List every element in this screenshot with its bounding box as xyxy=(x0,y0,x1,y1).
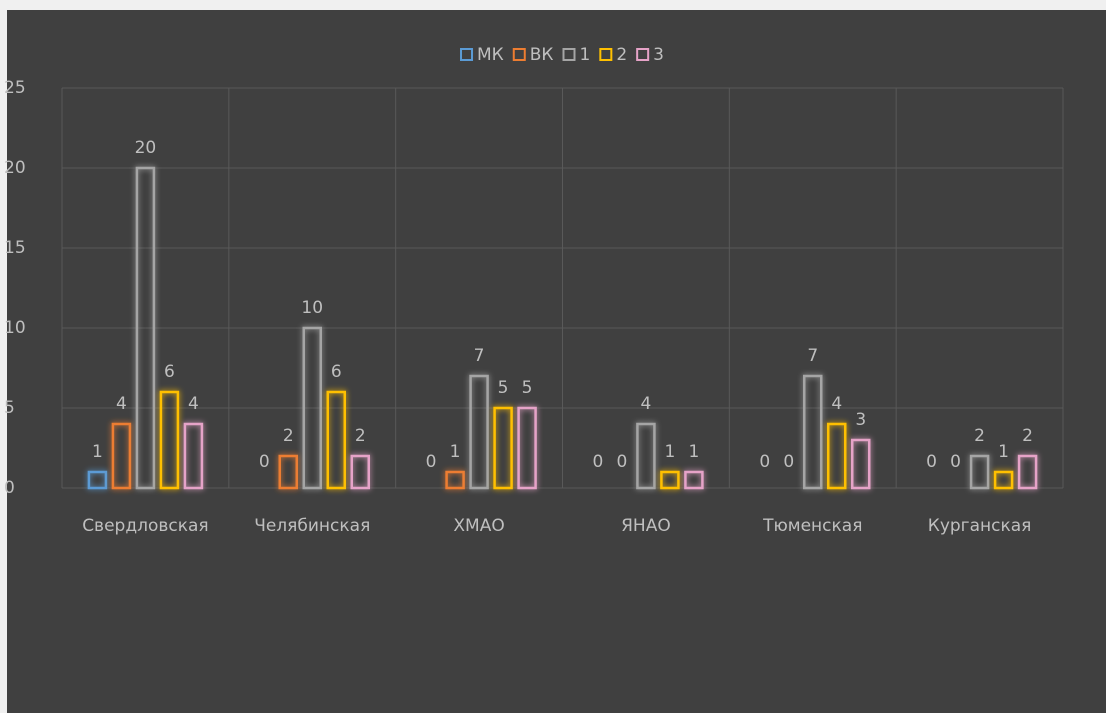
legend-label: 1 xyxy=(580,45,591,65)
data-label: 3 xyxy=(855,410,866,430)
bar xyxy=(445,470,465,490)
legend-label: 2 xyxy=(616,45,627,65)
data-label: 4 xyxy=(188,394,199,414)
data-label: 5 xyxy=(522,378,533,398)
legend-label: ВК xyxy=(530,45,554,65)
bar xyxy=(278,454,298,490)
y-tick-label: 20 xyxy=(4,158,26,178)
bar xyxy=(969,454,990,490)
data-label: 7 xyxy=(474,346,485,366)
legend-swatch xyxy=(512,48,526,61)
data-label: 0 xyxy=(783,452,794,472)
bar xyxy=(827,422,847,490)
bar xyxy=(183,422,204,490)
data-label: 4 xyxy=(641,394,652,414)
data-label: 1 xyxy=(665,442,676,462)
legend-swatch xyxy=(636,48,650,61)
bar xyxy=(111,422,132,490)
legend-swatch xyxy=(460,48,474,61)
data-label: 0 xyxy=(259,452,270,472)
data-label: 2 xyxy=(283,426,294,446)
bar xyxy=(87,470,108,490)
bar xyxy=(469,374,489,490)
x-tick-label: ХМАО xyxy=(453,516,504,536)
bar xyxy=(660,470,680,490)
data-label: 6 xyxy=(164,362,175,382)
bar xyxy=(1017,454,1038,490)
x-tick-label: ЯНАО xyxy=(621,516,671,536)
y-tick-label: 5 xyxy=(4,398,15,418)
x-tick-label: Курганская xyxy=(928,516,1032,536)
bar xyxy=(159,390,180,490)
bar xyxy=(493,406,513,490)
bar xyxy=(517,406,537,490)
data-label: 0 xyxy=(950,452,961,472)
x-tick-label: Челябинская xyxy=(254,516,370,536)
data-label: 10 xyxy=(301,298,323,318)
y-tick-label: 10 xyxy=(4,318,26,338)
data-label: 0 xyxy=(593,452,604,472)
data-label: 1 xyxy=(998,442,1009,462)
chart-background xyxy=(7,10,1106,713)
bar xyxy=(636,422,656,490)
bar xyxy=(684,470,704,490)
data-label: 1 xyxy=(450,442,461,462)
bar xyxy=(302,326,322,490)
data-label: 4 xyxy=(116,394,127,414)
y-tick-label: 0 xyxy=(4,478,15,498)
data-label: 1 xyxy=(92,442,103,462)
x-tick-label: Тюменская xyxy=(762,516,862,536)
bar xyxy=(803,374,823,490)
x-tick-label: Свердловская xyxy=(82,516,208,536)
legend-label: МК xyxy=(477,45,504,65)
data-label: 7 xyxy=(807,346,818,366)
y-tick-label: 25 xyxy=(4,78,26,98)
data-label: 6 xyxy=(331,362,342,382)
bar xyxy=(350,454,370,490)
bar xyxy=(135,166,156,490)
data-label: 0 xyxy=(617,452,628,472)
bar xyxy=(326,390,346,490)
y-tick-label: 15 xyxy=(4,238,26,258)
data-label: 1 xyxy=(689,442,700,462)
data-label: 0 xyxy=(426,452,437,472)
legend-swatch xyxy=(562,48,576,61)
legend-swatch xyxy=(599,48,613,61)
bar xyxy=(993,470,1014,490)
legend-label: 3 xyxy=(653,45,664,65)
data-label: 2 xyxy=(974,426,985,446)
data-label: 2 xyxy=(1022,426,1033,446)
data-label: 0 xyxy=(759,452,770,472)
data-label: 4 xyxy=(831,394,842,414)
data-label: 0 xyxy=(926,452,937,472)
bar xyxy=(851,438,871,490)
data-label: 5 xyxy=(498,378,509,398)
data-label: 2 xyxy=(355,426,366,446)
data-label: 20 xyxy=(135,138,157,158)
